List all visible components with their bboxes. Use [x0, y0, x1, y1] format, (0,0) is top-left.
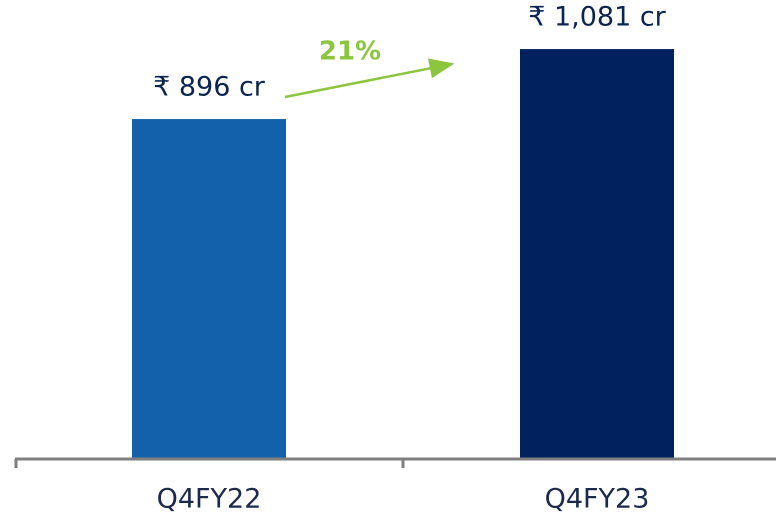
x-tick-label: Q4FY23	[545, 484, 650, 515]
value-label: ₹ 1,081 cr	[528, 2, 666, 33]
growth-annotation: 21%	[319, 37, 381, 67]
x-tick-label: Q4FY22	[157, 484, 262, 515]
growth-arrow	[284, 58, 455, 99]
value-label: ₹ 896 cr	[153, 72, 266, 103]
bar	[520, 49, 674, 458]
bar	[132, 119, 286, 458]
